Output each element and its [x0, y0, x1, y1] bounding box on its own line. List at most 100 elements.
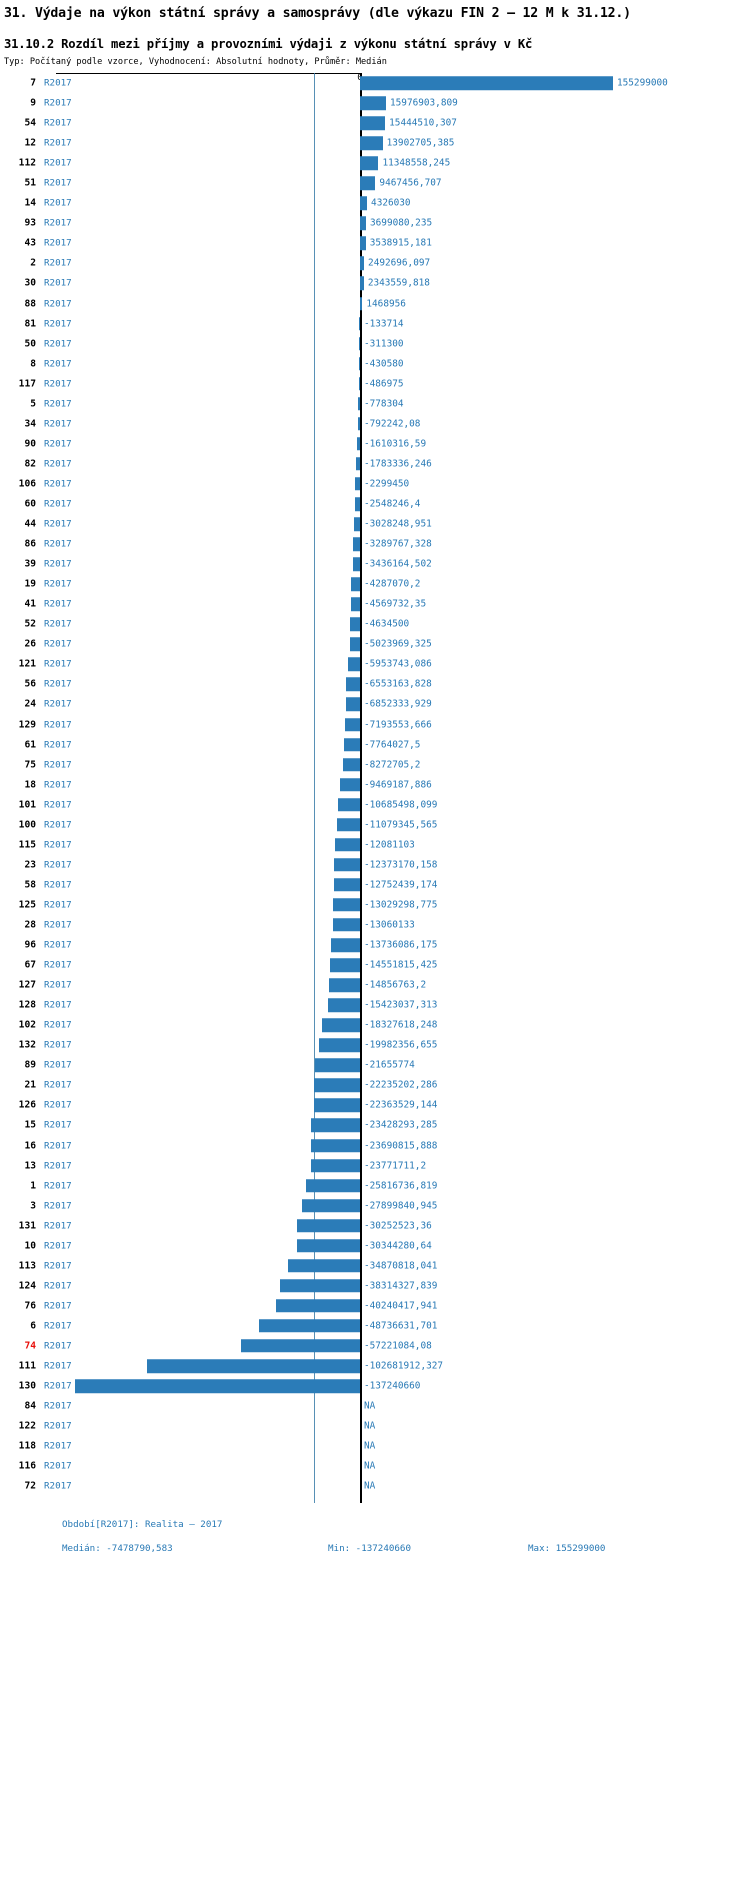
chart-row[interactable]: 13 R2017 -23771711,2: [0, 1156, 750, 1176]
chart-row[interactable]: 16 R2017 -23690815,888: [0, 1135, 750, 1155]
chart-row[interactable]: 12 R2017 13902705,385: [0, 133, 750, 153]
chart-row[interactable]: 1 R2017 -25816736,819: [0, 1176, 750, 1196]
bar[interactable]: [356, 457, 360, 471]
chart-row[interactable]: 61 R2017 -7764027,5: [0, 735, 750, 755]
chart-row[interactable]: 58 R2017 -12752439,174: [0, 875, 750, 895]
chart-row[interactable]: 50 R2017 -311300: [0, 334, 750, 354]
bar[interactable]: [318, 1038, 360, 1053]
chart-row[interactable]: 75 R2017 -8272705,2: [0, 755, 750, 775]
chart-row[interactable]: 113 R2017 -34870818,041: [0, 1256, 750, 1276]
chart-row[interactable]: 86 R2017 -3289767,328: [0, 534, 750, 554]
bar[interactable]: [358, 316, 360, 331]
chart-row[interactable]: 21 R2017 -22235202,286: [0, 1075, 750, 1095]
chart-row[interactable]: 127 R2017 -14856763,2: [0, 975, 750, 995]
bar[interactable]: [358, 356, 360, 371]
bar[interactable]: [351, 577, 360, 591]
chart-row[interactable]: 132 R2017 -19982356,655: [0, 1035, 750, 1055]
chart-row[interactable]: 90 R2017 -1610316,59: [0, 434, 750, 454]
chart-row[interactable]: 8 R2017 -430580: [0, 354, 750, 374]
chart-row[interactable]: 131 R2017 -30252523,36: [0, 1216, 750, 1236]
chart-row[interactable]: 121 R2017 -5953743,086: [0, 654, 750, 674]
bar[interactable]: [296, 1238, 360, 1253]
bar[interactable]: [313, 1098, 360, 1113]
chart-row[interactable]: 14 R2017 4326030: [0, 193, 750, 213]
bar[interactable]: [360, 196, 368, 211]
bar[interactable]: [346, 677, 360, 692]
chart-row[interactable]: 129 R2017 -7193553,666: [0, 715, 750, 735]
bar[interactable]: [329, 958, 360, 972]
chart-row[interactable]: 24 R2017 -6852333,929: [0, 694, 750, 714]
bar[interactable]: [146, 1359, 360, 1373]
chart-row[interactable]: 106 R2017 -2299450: [0, 474, 750, 494]
chart-row[interactable]: 115 R2017 -12081103: [0, 835, 750, 855]
bar[interactable]: [360, 216, 367, 231]
bar[interactable]: [354, 497, 360, 511]
chart-row[interactable]: 102 R2017 -18327618,248: [0, 1015, 750, 1035]
bar[interactable]: [360, 116, 386, 130]
chart-row[interactable]: 54 R2017 15444510,307: [0, 113, 750, 133]
chart-row[interactable]: 18 R2017 -9469187,886: [0, 775, 750, 795]
bar[interactable]: [297, 1218, 360, 1233]
bar[interactable]: [334, 858, 360, 872]
bar[interactable]: [358, 376, 360, 391]
bar[interactable]: [334, 838, 360, 852]
chart-row[interactable]: 26 R2017 -5023969,325: [0, 634, 750, 654]
chart-row[interactable]: 39 R2017 -3436164,502: [0, 554, 750, 574]
chart-row[interactable]: 9 R2017 15976903,809: [0, 93, 750, 113]
chart-row[interactable]: 82 R2017 -1783336,246: [0, 454, 750, 474]
chart-row[interactable]: 67 R2017 -14551815,425: [0, 955, 750, 975]
chart-row[interactable]: 44 R2017 -3028248,951: [0, 514, 750, 534]
chart-row[interactable]: 6 R2017 -48736631,701: [0, 1316, 750, 1336]
chart-row[interactable]: 41 R2017 -4569732,35: [0, 594, 750, 614]
bar[interactable]: [310, 1138, 360, 1153]
bar[interactable]: [336, 818, 360, 832]
chart-row[interactable]: 125 R2017 -13029298,775: [0, 895, 750, 915]
bar[interactable]: [360, 296, 363, 311]
chart-row[interactable]: 76 R2017 -40240417,941: [0, 1296, 750, 1316]
chart-row[interactable]: 43 R2017 3538915,181: [0, 233, 750, 253]
chart-row[interactable]: 88 R2017 1468956: [0, 294, 750, 314]
bar[interactable]: [321, 1018, 360, 1032]
bar[interactable]: [355, 477, 360, 491]
bar[interactable]: [350, 597, 360, 611]
bar[interactable]: [349, 637, 360, 652]
chart-row[interactable]: 89 R2017 -21655774: [0, 1055, 750, 1075]
bar[interactable]: [306, 1178, 360, 1193]
bar[interactable]: [356, 437, 360, 451]
bar[interactable]: [337, 797, 360, 812]
bar[interactable]: [360, 176, 376, 190]
bar[interactable]: [353, 517, 360, 531]
bar[interactable]: [329, 978, 360, 992]
chart-row[interactable]: 7 R2017 155299000: [0, 73, 750, 93]
chart-row[interactable]: 130 R2017 -137240660: [0, 1376, 750, 1396]
chart-row[interactable]: 101 R2017 -10685498,099: [0, 795, 750, 815]
bar[interactable]: [258, 1319, 360, 1333]
bar[interactable]: [332, 898, 360, 912]
chart-row[interactable]: 84 R2017 NA: [0, 1396, 750, 1416]
chart-row[interactable]: 19 R2017 -4287070,2: [0, 574, 750, 594]
bar[interactable]: [360, 156, 379, 170]
bar[interactable]: [75, 1379, 360, 1393]
bar[interactable]: [345, 717, 360, 732]
bar[interactable]: [350, 617, 360, 632]
chart-row[interactable]: 100 R2017 -11079345,565: [0, 815, 750, 835]
bar[interactable]: [358, 336, 360, 351]
chart-row[interactable]: 93 R2017 3699080,235: [0, 213, 750, 233]
bar[interactable]: [313, 1078, 360, 1093]
bar[interactable]: [358, 417, 360, 431]
chart-row[interactable]: 122 R2017 NA: [0, 1416, 750, 1436]
chart-row[interactable]: 15 R2017 -23428293,285: [0, 1115, 750, 1135]
chart-row[interactable]: 10 R2017 -30344280,64: [0, 1236, 750, 1256]
bar[interactable]: [360, 236, 366, 251]
chart-row[interactable]: 60 R2017 -2548246,4: [0, 494, 750, 514]
chart-row[interactable]: 5 R2017 -778304: [0, 394, 750, 414]
chart-row[interactable]: 23 R2017 -12373170,158: [0, 855, 750, 875]
bar[interactable]: [280, 1279, 360, 1293]
bar[interactable]: [360, 136, 383, 150]
chart-row[interactable]: 96 R2017 -13736086,175: [0, 935, 750, 955]
bar[interactable]: [311, 1118, 360, 1133]
bar[interactable]: [358, 397, 360, 411]
bar[interactable]: [327, 998, 360, 1012]
chart-row[interactable]: 56 R2017 -6553163,828: [0, 674, 750, 694]
chart-row[interactable]: 117 R2017 -486975: [0, 374, 750, 394]
